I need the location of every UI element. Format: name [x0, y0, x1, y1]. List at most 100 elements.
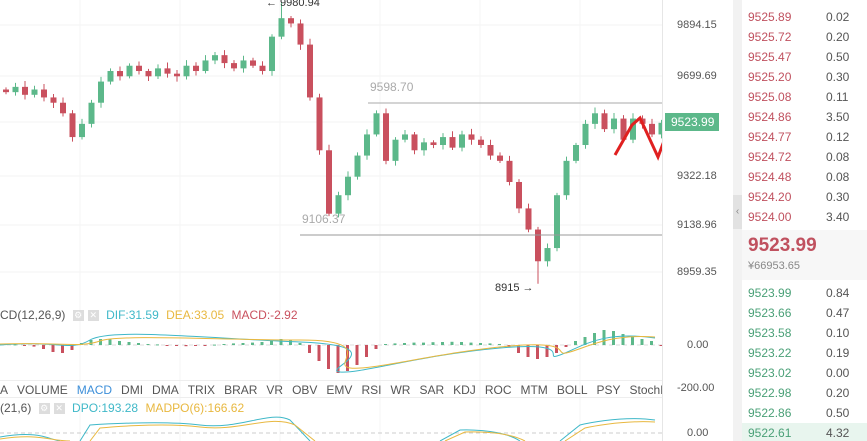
macd-bar — [213, 344, 216, 346]
ask-row[interactable]: 9524.77 0.12 — [742, 127, 867, 147]
tab-a[interactable]: A — [0, 383, 9, 397]
tab-psy[interactable]: PSY — [596, 383, 621, 397]
candle — [573, 144, 579, 161]
candle — [383, 113, 389, 161]
tab-roc[interactable]: ROC — [484, 383, 512, 397]
ask-row[interactable]: 9524.48 0.08 — [742, 167, 867, 187]
candle — [12, 86, 19, 93]
bid-price: 9522.61 — [748, 426, 792, 440]
macd-bar — [108, 339, 112, 345]
candle — [487, 144, 494, 156]
collapse-toggle[interactable]: ‹ — [733, 195, 742, 229]
bid-amount: 0.84 — [826, 286, 850, 300]
candle — [364, 134, 370, 156]
bid-row[interactable]: 9523.22 0.19 — [742, 343, 867, 363]
ask-row[interactable]: 9525.72 0.20 — [742, 27, 867, 47]
macd-bar — [137, 343, 140, 345]
bid-row[interactable]: 9523.66 0.47 — [742, 303, 867, 323]
bid-row[interactable]: 9523.99 0.84 — [742, 283, 867, 303]
macd-bar — [99, 339, 102, 345]
tab-vr[interactable]: VR — [266, 383, 284, 397]
candle — [326, 150, 332, 214]
candle — [145, 71, 152, 77]
tab-rsi[interactable]: RSI — [361, 383, 382, 397]
tab-brar[interactable]: BRAR — [224, 383, 258, 397]
bid-price: 9523.22 — [748, 346, 792, 360]
candle — [544, 248, 551, 262]
bid-price: 9522.98 — [748, 386, 792, 400]
macd-bar — [422, 342, 425, 345]
settings-icon[interactable]: ⚙ — [72, 310, 84, 322]
tab-emv[interactable]: EMV — [326, 383, 353, 397]
ask-amount: 0.08 — [826, 170, 850, 184]
ask-price: 9524.00 — [748, 210, 792, 224]
tab-obv[interactable]: OBV — [292, 383, 318, 397]
madpo-line — [0, 420, 656, 441]
macd-bar — [441, 342, 444, 345]
tab-mtm[interactable]: MTM — [520, 383, 548, 397]
ask-amount: 0.30 — [826, 70, 850, 84]
candle — [601, 113, 608, 130]
macd-bar — [222, 344, 226, 345]
macd-bar — [289, 340, 292, 345]
tab-dma[interactable]: DMA — [152, 383, 179, 397]
macd-bar — [346, 345, 349, 371]
ask-price: 9524.20 — [748, 190, 792, 204]
ask-amount: 0.50 — [826, 50, 850, 64]
ask-amount: 3.40 — [826, 210, 850, 224]
tab-kdj[interactable]: KDJ — [453, 383, 476, 397]
macd-bar — [612, 331, 615, 345]
macd-bar — [517, 345, 520, 353]
red-arrow-annotation — [613, 115, 662, 161]
macd-bar — [431, 342, 435, 345]
ask-row[interactable]: 9524.20 0.30 — [742, 187, 867, 207]
macd-bar — [469, 342, 473, 345]
bid-price: 9522.86 — [748, 406, 792, 420]
macd-bar — [640, 339, 644, 345]
price-chart[interactable] — [0, 0, 662, 441]
bid-row[interactable]: 9522.61 4.32 — [742, 423, 867, 441]
ask-row[interactable]: 9525.08 0.11 — [742, 87, 867, 107]
bid-price: 9523.58 — [748, 326, 792, 340]
candle — [41, 89, 47, 98]
ask-price: 9525.20 — [748, 70, 792, 84]
tab-sar[interactable]: SAR — [419, 383, 445, 397]
ask-price: 9525.08 — [748, 90, 792, 104]
candle — [212, 55, 218, 61]
candle — [136, 65, 142, 72]
macd-bar — [355, 345, 359, 365]
tab-boll[interactable]: BOLL — [556, 383, 588, 397]
tab-macd[interactable]: MACD — [76, 383, 113, 397]
bid-row[interactable]: 9523.02 0.00 — [742, 363, 867, 383]
macd-bar — [232, 343, 235, 345]
macd-bar — [13, 344, 17, 346]
tab-stochrsi[interactable]: StochRSI — [629, 383, 662, 397]
macd-bar — [308, 345, 311, 353]
ask-row[interactable]: 9524.86 3.50 — [742, 107, 867, 127]
ask-row[interactable]: 9524.00 3.40 — [742, 207, 867, 227]
ask-row[interactable]: 9525.47 0.50 — [742, 47, 867, 67]
candle — [250, 60, 256, 66]
bid-row[interactable]: 9522.98 0.20 — [742, 383, 867, 403]
macd-bar — [526, 345, 530, 357]
macd-bar — [23, 345, 26, 346]
close-icon[interactable]: ✕ — [87, 310, 99, 322]
ask-row[interactable]: 9524.72 0.08 — [742, 147, 867, 167]
tab-wr[interactable]: WR — [390, 383, 411, 397]
close-icon[interactable]: ✕ — [53, 403, 65, 415]
bid-row[interactable]: 9523.58 0.10 — [742, 323, 867, 343]
settings-icon[interactable]: ⚙ — [38, 403, 50, 415]
candle — [658, 122, 662, 135]
ask-row[interactable]: 9525.89 0.02 — [742, 7, 867, 27]
candle — [88, 102, 95, 124]
ask-price: 9525.72 — [748, 30, 792, 44]
tab-dmi[interactable]: DMI — [121, 383, 144, 397]
bid-row[interactable]: 9522.86 0.50 — [742, 403, 867, 423]
dif-value: DIF:31.59 — [106, 308, 159, 322]
panel-divider: ‹ — [733, 0, 742, 441]
tab-trix[interactable]: TRIX — [187, 383, 216, 397]
candle — [117, 71, 123, 77]
ask-row[interactable]: 9525.20 0.30 — [742, 67, 867, 87]
tab-volume[interactable]: VOLUME — [17, 383, 68, 397]
macd-bar — [384, 344, 387, 345]
